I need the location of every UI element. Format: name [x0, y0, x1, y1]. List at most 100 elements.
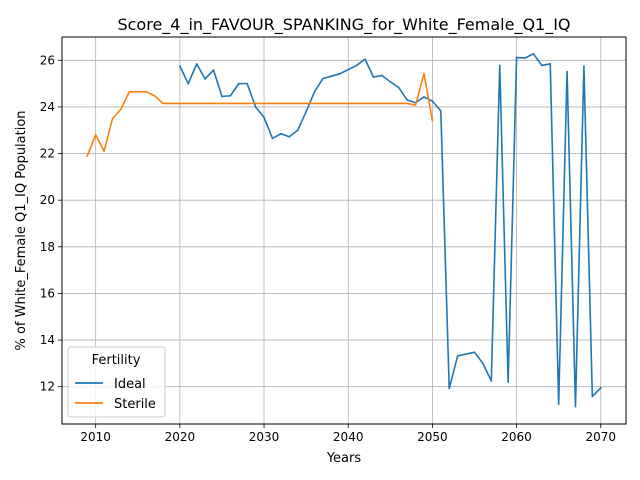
data-point-sterile — [372, 102, 375, 105]
data-point-ideal — [204, 78, 206, 80]
data-point-ideal — [423, 96, 425, 98]
data-point-ideal — [179, 65, 181, 67]
data-point-sterile — [254, 102, 257, 105]
data-point-ideal — [271, 137, 274, 140]
chart-title: Score_4_in_FAVOUR_SPANKING_for_White_Fem… — [117, 15, 570, 35]
x-tick-label: 2040 — [333, 430, 364, 444]
data-point-sterile — [431, 119, 434, 122]
series-lines — [86, 52, 602, 408]
data-point-ideal — [490, 380, 493, 382]
data-point-sterile — [305, 102, 307, 105]
data-point-sterile — [271, 102, 274, 105]
data-point-sterile — [389, 102, 392, 105]
y-tick-label: 20 — [40, 193, 55, 207]
data-point-sterile — [120, 108, 122, 111]
data-point-sterile — [170, 102, 173, 105]
data-point-sterile — [246, 102, 248, 105]
data-point-ideal — [532, 52, 535, 55]
data-point-sterile — [397, 102, 400, 105]
x-axis-label: Years — [326, 451, 362, 466]
data-point-sterile — [94, 134, 97, 136]
data-point-ideal — [280, 132, 282, 135]
data-point-sterile — [111, 117, 114, 120]
x-tick-label: 2010 — [80, 430, 111, 444]
data-point-ideal — [195, 63, 198, 65]
y-tick-label: 18 — [40, 240, 55, 254]
data-point-ideal — [431, 100, 434, 102]
data-point-ideal — [591, 395, 594, 398]
data-point-sterile — [237, 102, 240, 105]
data-point-ideal — [465, 353, 467, 355]
data-point-ideal — [456, 355, 459, 357]
data-point-ideal — [263, 116, 265, 119]
y-axis-ticks: 12 14 16 18 20 22 24 26 — [40, 53, 62, 394]
data-point-sterile — [187, 102, 190, 105]
x-axis-ticks: 2010 2020 2030 2040 2050 2060 2070 — [80, 424, 616, 444]
data-point-sterile — [330, 102, 333, 105]
x-tick-label: 2030 — [249, 430, 280, 444]
data-point-ideal — [237, 82, 240, 85]
data-point-sterile — [414, 104, 417, 106]
data-point-sterile — [296, 102, 299, 105]
data-point-sterile — [195, 102, 198, 105]
data-point-ideal — [515, 56, 518, 59]
data-point-ideal — [364, 58, 366, 60]
y-tick-label: 12 — [40, 380, 55, 394]
data-point-ideal — [440, 110, 442, 112]
data-point-ideal — [330, 75, 333, 77]
data-point-sterile — [288, 102, 291, 105]
data-point-ideal — [254, 106, 257, 108]
data-point-sterile — [136, 90, 139, 93]
data-point-ideal — [473, 351, 476, 354]
data-point-ideal — [296, 129, 299, 132]
data-point-ideal — [229, 94, 232, 97]
data-point-ideal — [557, 403, 560, 405]
data-point-sterile — [280, 102, 282, 105]
data-point-sterile — [86, 155, 89, 157]
plot-frame — [61, 36, 627, 425]
data-point-ideal — [397, 86, 400, 89]
data-point-sterile — [212, 102, 215, 105]
legend: Fertility Ideal Sterile — [67, 346, 166, 418]
legend-label-ideal: Ideal — [114, 377, 146, 392]
data-point-ideal — [313, 90, 316, 93]
data-point-sterile — [229, 102, 232, 105]
data-point-sterile — [204, 102, 206, 105]
data-point-ideal — [372, 76, 375, 78]
data-point-ideal — [482, 362, 484, 365]
data-point-ideal — [549, 63, 552, 65]
data-point-ideal — [574, 405, 577, 408]
data-point-ideal — [187, 82, 190, 85]
data-point-sterile — [221, 102, 223, 105]
x-tick-label: 2020 — [165, 430, 196, 444]
data-point-sterile — [179, 102, 181, 105]
data-point-ideal — [305, 110, 307, 113]
data-point-ideal — [338, 73, 341, 75]
x-tick-label: 2050 — [417, 430, 448, 444]
data-point-ideal — [381, 74, 383, 77]
legend-box — [67, 346, 166, 418]
data-point-sterile — [128, 90, 131, 93]
data-point-ideal — [507, 381, 509, 383]
data-point-ideal — [599, 387, 602, 389]
data-point-sterile — [145, 90, 147, 93]
data-point-ideal — [322, 77, 324, 80]
data-point-sterile — [406, 102, 408, 105]
y-axis-label: % of White_Female Q1_IQ Population — [14, 110, 29, 350]
data-point-sterile — [355, 102, 358, 105]
x-tick-label: 2060 — [501, 430, 532, 444]
data-point-sterile — [263, 102, 265, 105]
data-point-sterile — [313, 102, 316, 105]
data-point-ideal — [389, 80, 392, 83]
legend-title: Fertility — [92, 353, 141, 368]
data-point-ideal — [406, 99, 408, 101]
data-point-ideal — [524, 57, 526, 59]
data-point-ideal — [448, 387, 451, 390]
data-point-ideal — [566, 70, 568, 73]
y-tick-label: 24 — [40, 100, 55, 114]
data-point-ideal — [541, 64, 543, 67]
data-point-ideal — [347, 68, 350, 71]
data-point-sterile — [381, 102, 383, 105]
series-line-sterile — [86, 72, 434, 157]
